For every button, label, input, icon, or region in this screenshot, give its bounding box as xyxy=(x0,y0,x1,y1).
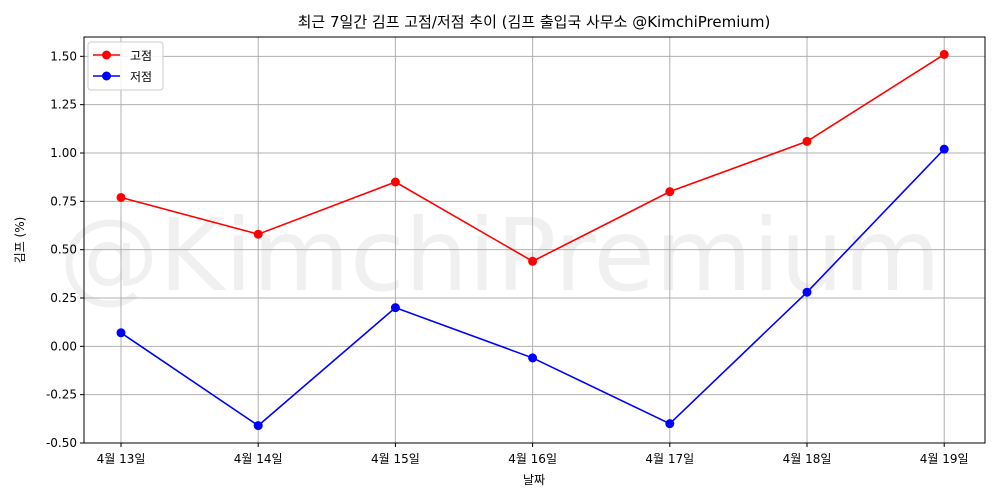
legend-label: 저점 xyxy=(130,70,152,84)
data-point xyxy=(116,192,126,202)
data-point xyxy=(528,353,538,363)
legend-marker xyxy=(102,71,111,81)
data-point xyxy=(390,303,400,313)
y-tick-label: 1.50 xyxy=(50,49,77,63)
y-axis-label: 김프 (%) xyxy=(13,217,27,264)
x-tick-label: 4월 13일 xyxy=(97,452,146,466)
x-axis-label: 날짜 xyxy=(523,473,545,487)
y-tick-label: 0.50 xyxy=(50,243,77,257)
y-tick-label: -0.25 xyxy=(46,388,77,402)
y-tick-label: 0.00 xyxy=(50,339,77,353)
y-tick-label: -0.50 xyxy=(46,436,77,450)
y-tick-label: 0.75 xyxy=(50,194,77,208)
data-point xyxy=(528,256,538,266)
y-tick-label: 1.25 xyxy=(50,98,77,112)
x-tick-label: 4월 17일 xyxy=(645,452,694,466)
chart-title: 최근 7일간 김프 고점/저점 추이 (김프 출입국 사무소 @KimchiPr… xyxy=(298,13,771,31)
y-tick-label: 0.25 xyxy=(50,291,77,305)
x-tick-label: 4월 19일 xyxy=(920,452,969,466)
x-tick-label: 4월 18일 xyxy=(783,452,832,466)
legend-marker xyxy=(102,50,111,60)
data-point xyxy=(802,136,812,146)
legend-label: 고점 xyxy=(130,49,152,63)
data-point xyxy=(116,328,126,338)
plot-frame xyxy=(83,36,986,444)
data-point xyxy=(253,421,263,431)
data-point xyxy=(390,177,400,187)
data-point xyxy=(939,144,949,154)
data-point xyxy=(665,187,675,197)
x-tick-label: 4월 16일 xyxy=(508,452,557,466)
data-point xyxy=(939,49,949,59)
watermark: @KimchiPremium xyxy=(59,197,941,314)
y-tick-label: 1.00 xyxy=(50,146,77,160)
data-point xyxy=(253,229,263,239)
data-point xyxy=(802,287,812,297)
x-tick-label: 4월 15일 xyxy=(371,452,420,466)
x-tick-label: 4월 14일 xyxy=(234,452,283,466)
data-point xyxy=(665,419,675,429)
